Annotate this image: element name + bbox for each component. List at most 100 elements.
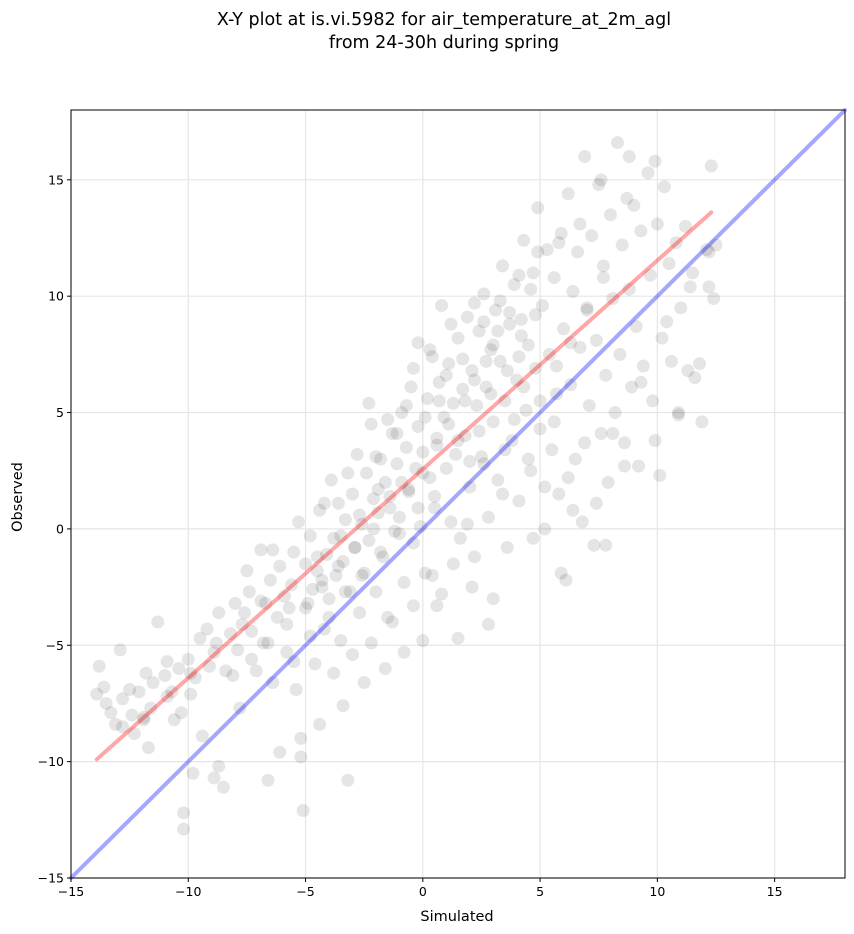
data-point (348, 541, 362, 555)
data-point (374, 452, 388, 466)
data-point (174, 706, 188, 720)
data-point (648, 433, 662, 447)
data-point (444, 515, 458, 529)
data-point (526, 531, 540, 545)
data-point (481, 617, 495, 631)
y-axis-label: Observed (10, 462, 26, 532)
data-point (453, 531, 467, 545)
data-point (292, 515, 306, 529)
data-point (181, 652, 195, 666)
data-point (158, 669, 172, 683)
y-tick-label: 10 (48, 289, 64, 304)
data-point (439, 368, 453, 382)
data-point (249, 664, 263, 678)
data-point (357, 676, 371, 690)
data-point (261, 773, 275, 787)
data-point (406, 599, 420, 613)
data-point (496, 487, 510, 501)
data-point (533, 394, 547, 408)
data-point (219, 664, 233, 678)
data-point (322, 592, 336, 606)
data-point (481, 510, 495, 524)
data-point (254, 594, 268, 608)
data-point (484, 343, 498, 357)
data-point (355, 517, 369, 531)
data-point (547, 415, 561, 429)
data-point (200, 622, 214, 636)
data-point (573, 217, 587, 231)
data-point (390, 457, 404, 471)
data-point (467, 550, 481, 564)
data-point (132, 685, 146, 699)
data-point (493, 294, 507, 308)
data-point (615, 238, 629, 252)
data-point (700, 243, 714, 257)
data-point (486, 592, 500, 606)
data-point (521, 338, 535, 352)
data-point (184, 666, 198, 680)
data-point (329, 568, 343, 582)
data-point (231, 643, 245, 657)
data-point (425, 568, 439, 582)
data-point (338, 585, 352, 599)
reference-lines (69, 108, 847, 880)
data-point (125, 708, 139, 722)
data-point (184, 687, 198, 701)
data-point (188, 671, 202, 685)
data-point (430, 438, 444, 452)
y-tick-label: −10 (38, 754, 64, 769)
data-point (627, 198, 641, 212)
data-point (116, 692, 130, 706)
data-point (641, 166, 655, 180)
data-point (514, 329, 528, 343)
data-point (707, 292, 721, 306)
data-point (510, 373, 524, 387)
data-point (540, 243, 554, 257)
data-point (90, 687, 104, 701)
data-point (402, 485, 416, 499)
data-point (599, 538, 613, 552)
data-point (472, 324, 486, 338)
data-point (660, 315, 674, 329)
data-point (388, 524, 402, 538)
data-point (395, 406, 409, 420)
data-point (557, 322, 571, 336)
data-point (177, 806, 191, 820)
data-point (376, 550, 390, 564)
data-point (378, 475, 392, 489)
data-point (364, 636, 378, 650)
data-point (207, 771, 221, 785)
data-point (395, 475, 409, 489)
data-point (345, 487, 359, 501)
data-point (479, 354, 493, 368)
data-point (512, 494, 526, 508)
data-point (622, 150, 636, 164)
data-point (418, 410, 432, 424)
data-point (172, 662, 186, 676)
data-point (561, 471, 575, 485)
data-point (542, 347, 556, 361)
data-point (212, 606, 226, 620)
data-point (437, 410, 451, 424)
data-point (512, 268, 526, 282)
data-point (416, 466, 430, 480)
data-point (226, 669, 240, 683)
data-point (538, 522, 552, 536)
data-point (486, 338, 500, 352)
data-point (315, 573, 329, 587)
data-point (496, 259, 510, 273)
data-point (610, 136, 624, 150)
x-tick-label: 5 (536, 884, 544, 899)
data-point (634, 224, 648, 238)
data-point (411, 420, 425, 434)
data-point (306, 582, 320, 596)
data-point (270, 610, 284, 624)
data-point (385, 426, 399, 440)
data-point (470, 399, 484, 413)
data-point (594, 173, 608, 187)
data-point (474, 450, 488, 464)
data-point (596, 259, 610, 273)
data-point (202, 659, 216, 673)
data-point (578, 436, 592, 450)
data-point (435, 587, 449, 601)
